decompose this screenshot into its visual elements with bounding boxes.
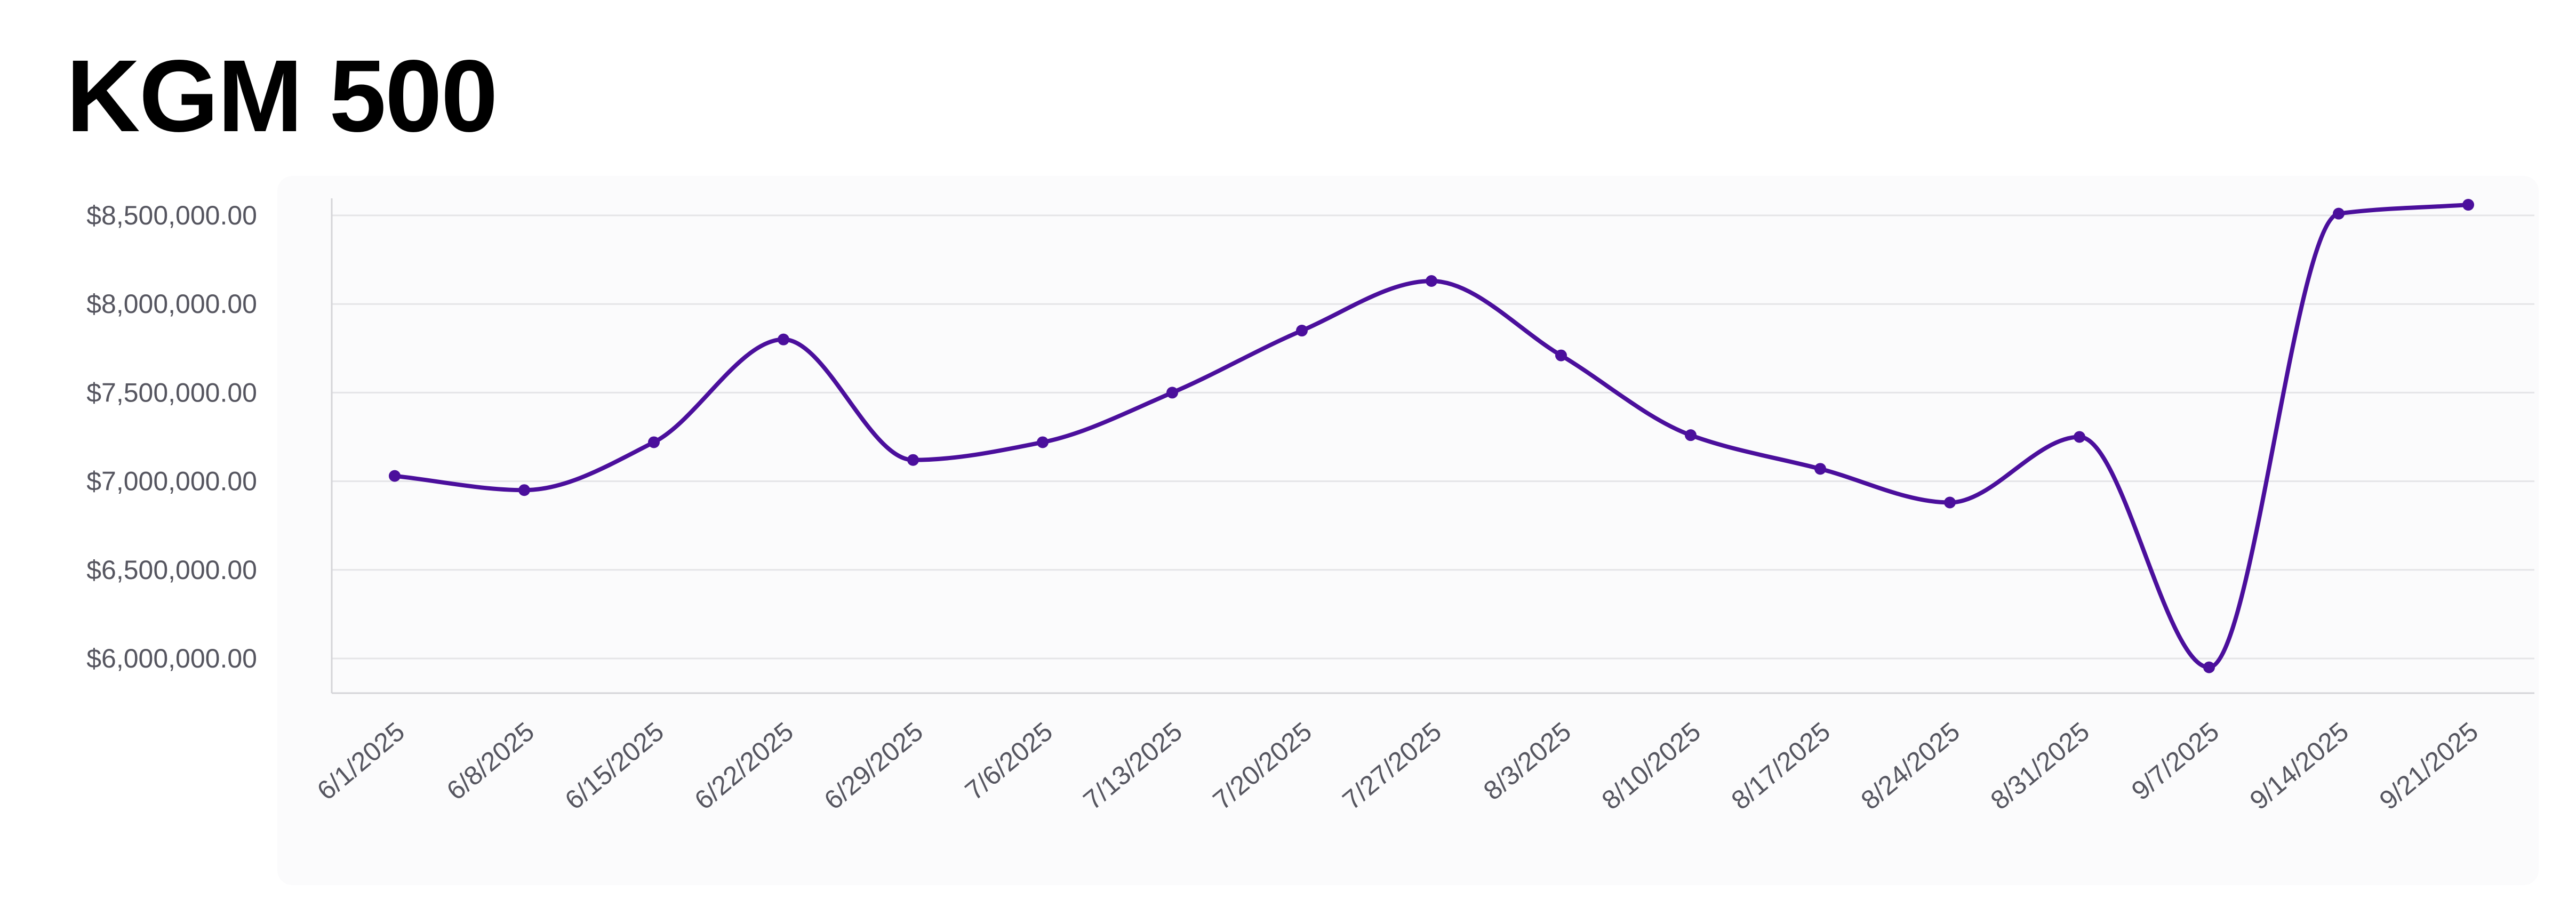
data-points <box>389 199 2474 673</box>
y-tick-label: $7,000,000.00 <box>86 467 257 496</box>
data-point-12[interactable] <box>1944 496 1956 509</box>
data-point-4[interactable] <box>907 454 919 466</box>
data-point-16[interactable] <box>2462 199 2474 211</box>
y-tick-label: $8,500,000.00 <box>86 200 257 230</box>
gridlines <box>332 214 2534 660</box>
data-point-11[interactable] <box>1814 463 1826 475</box>
y-tick-label: $6,500,000.00 <box>86 555 257 585</box>
data-point-5[interactable] <box>1037 436 1049 448</box>
data-point-3[interactable] <box>778 333 789 345</box>
data-point-1[interactable] <box>518 484 530 496</box>
data-point-6[interactable] <box>1166 387 1178 399</box>
data-point-0[interactable] <box>389 470 401 482</box>
data-point-8[interactable] <box>1426 275 1437 287</box>
data-point-13[interactable] <box>2074 431 2085 443</box>
y-tick-label: $6,000,000.00 <box>86 644 257 673</box>
series-line <box>393 203 2470 670</box>
data-point-10[interactable] <box>1685 429 1697 441</box>
y-axis-tick-labels: $6,000,000.00 $6,500,000.00 $7,000,000.00 $… <box>86 200 257 673</box>
chart-card-background <box>277 176 2539 885</box>
data-point-14[interactable] <box>2203 661 2215 673</box>
axes <box>331 198 2534 694</box>
data-point-7[interactable] <box>1296 325 1308 337</box>
data-point-15[interactable] <box>2333 207 2345 220</box>
page-title: KGM 500 <box>66 38 498 153</box>
data-point-2[interactable] <box>648 436 660 448</box>
y-tick-label: $7,500,000.00 <box>86 377 257 407</box>
y-tick-label: $8,000,000.00 <box>86 289 257 319</box>
data-point-9[interactable] <box>1555 349 1567 361</box>
